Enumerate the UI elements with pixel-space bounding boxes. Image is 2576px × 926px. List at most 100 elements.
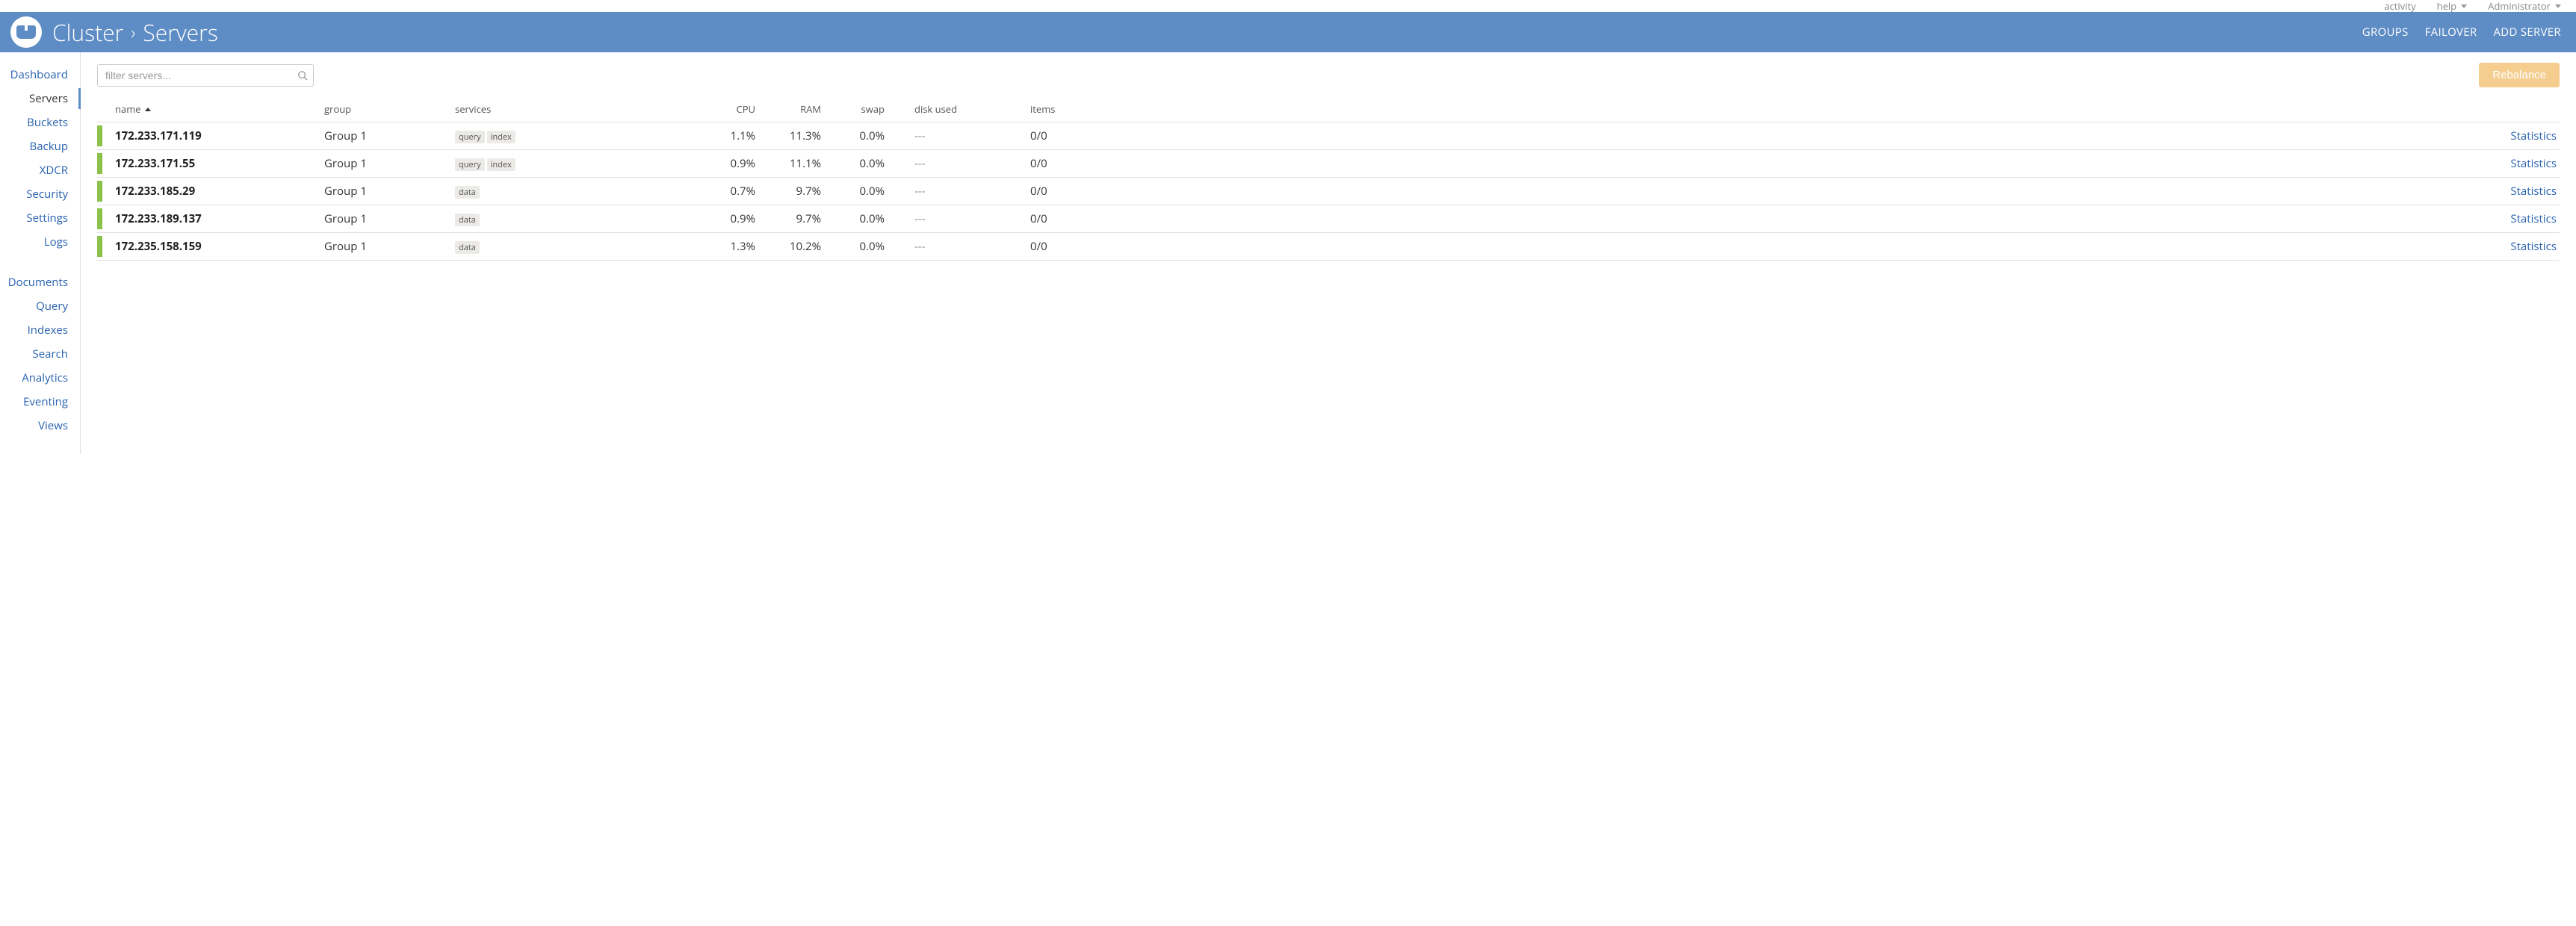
status-indicator: [97, 181, 102, 202]
cell-name: 172.233.171.119: [115, 128, 324, 143]
cell-name: 172.235.158.159: [115, 239, 324, 254]
statistics-link[interactable]: Statistics: [2510, 211, 2557, 226]
col-header-items[interactable]: items: [970, 102, 1060, 116]
activity-link[interactable]: activity: [2384, 0, 2415, 13]
cell-stats: Statistics: [1060, 184, 2560, 199]
cell-group: Group 1: [324, 156, 455, 171]
sidebar-item-indexes[interactable]: Indexes: [0, 318, 80, 342]
col-header-swap[interactable]: swap: [821, 102, 885, 116]
service-tag: data: [455, 214, 480, 226]
service-tag: query: [455, 158, 485, 171]
breadcrumb-root[interactable]: Cluster: [52, 17, 123, 48]
search-wrap: [97, 64, 314, 87]
cell-group: Group 1: [324, 184, 455, 199]
statistics-link[interactable]: Statistics: [2510, 128, 2557, 143]
cell-items: 0/0: [970, 211, 1060, 226]
table-row[interactable]: 172.233.189.137Group 1data0.9%9.7%0.0%--…: [97, 205, 2560, 233]
statistics-link[interactable]: Statistics: [2510, 184, 2557, 199]
caret-down-icon: [2461, 4, 2467, 8]
cell-stats: Statistics: [1060, 156, 2560, 171]
sidebar-group-data: DocumentsQueryIndexesSearchAnalyticsEven…: [0, 270, 80, 438]
user-menu[interactable]: Administrator: [2488, 0, 2561, 13]
col-header-group[interactable]: group: [324, 102, 455, 116]
cell-cpu: 0.7%: [694, 184, 755, 199]
service-tag: index: [487, 131, 515, 143]
content: Rebalance name group services CPU RAM sw…: [81, 52, 2576, 454]
col-header-cpu[interactable]: CPU: [694, 102, 755, 116]
sidebar-item-xdcr[interactable]: XDCR: [0, 158, 80, 182]
servers-table: name group services CPU RAM swap disk us…: [97, 98, 2560, 261]
cell-items: 0/0: [970, 184, 1060, 199]
breadcrumb-current: Servers: [143, 17, 217, 48]
col-header-name[interactable]: name: [115, 102, 324, 116]
col-header-name-label: name: [115, 102, 141, 116]
table-row[interactable]: 172.235.158.159Group 1data1.3%10.2%0.0%-…: [97, 233, 2560, 261]
table-row[interactable]: 172.233.171.55Group 1queryindex0.9%11.1%…: [97, 150, 2560, 178]
status-indicator: [97, 153, 102, 174]
service-tag: data: [455, 241, 480, 254]
top-bar: activity help Administrator: [0, 0, 2576, 12]
help-label: help: [2437, 0, 2457, 13]
toolbar: Rebalance: [97, 63, 2560, 87]
status-indicator: [97, 125, 102, 146]
caret-down-icon: [2555, 4, 2561, 8]
sidebar-item-eventing[interactable]: Eventing: [0, 390, 80, 414]
col-header-disk[interactable]: disk used: [885, 102, 970, 116]
cell-disk: ---: [885, 128, 970, 143]
sidebar-item-analytics[interactable]: Analytics: [0, 366, 80, 390]
failover-button[interactable]: FAILOVER: [2425, 25, 2477, 40]
service-tag: index: [487, 158, 515, 171]
cell-cpu: 0.9%: [694, 211, 755, 226]
cell-swap: 0.0%: [821, 239, 885, 254]
sidebar-item-backup[interactable]: Backup: [0, 134, 80, 158]
breadcrumb: Cluster › Servers: [52, 17, 218, 48]
cell-group: Group 1: [324, 211, 455, 226]
cell-stats: Statistics: [1060, 128, 2560, 143]
cell-name: 172.233.185.29: [115, 184, 324, 199]
user-label: Administrator: [2488, 0, 2551, 13]
cell-services: queryindex: [455, 129, 694, 143]
col-header-services[interactable]: services: [455, 102, 694, 116]
sidebar-item-security[interactable]: Security: [0, 182, 80, 206]
rebalance-button[interactable]: Rebalance: [2479, 63, 2560, 87]
sidebar-group-cluster: DashboardServersBucketsBackupXDCRSecurit…: [0, 63, 80, 254]
sidebar-item-query[interactable]: Query: [0, 294, 80, 318]
chevron-right-icon: ›: [131, 20, 135, 45]
cell-ram: 9.7%: [755, 184, 821, 199]
cell-swap: 0.0%: [821, 128, 885, 143]
cell-disk: ---: [885, 239, 970, 254]
cell-services: queryindex: [455, 157, 694, 171]
sidebar-item-documents[interactable]: Documents: [0, 270, 80, 294]
table-row[interactable]: 172.233.185.29Group 1data0.7%9.7%0.0%---…: [97, 178, 2560, 205]
col-header-ram[interactable]: RAM: [755, 102, 821, 116]
sidebar-item-buckets[interactable]: Buckets: [0, 111, 80, 134]
cell-swap: 0.0%: [821, 184, 885, 199]
cell-swap: 0.0%: [821, 156, 885, 171]
sidebar-item-views[interactable]: Views: [0, 414, 80, 438]
groups-button[interactable]: GROUPS: [2362, 25, 2409, 40]
cell-cpu: 0.9%: [694, 156, 755, 171]
cell-disk: ---: [885, 184, 970, 199]
header-left: Cluster › Servers: [10, 16, 218, 48]
sidebar-item-dashboard[interactable]: Dashboard: [0, 63, 80, 87]
add-server-button[interactable]: ADD SERVER: [2493, 25, 2561, 40]
logo-icon[interactable]: [10, 16, 42, 48]
status-indicator: [97, 208, 102, 229]
sidebar-item-servers[interactable]: Servers: [0, 87, 80, 111]
col-header-stats: [1060, 102, 2560, 116]
statistics-link[interactable]: Statistics: [2510, 239, 2557, 254]
cell-items: 0/0: [970, 128, 1060, 143]
table-body: 172.233.171.119Group 1queryindex1.1%11.3…: [97, 122, 2560, 261]
statistics-link[interactable]: Statistics: [2510, 156, 2557, 171]
help-menu[interactable]: help: [2437, 0, 2468, 13]
search-input[interactable]: [97, 64, 314, 87]
sidebar-item-search[interactable]: Search: [0, 342, 80, 366]
sidebar-item-logs[interactable]: Logs: [0, 230, 80, 254]
header-actions: GROUPS FAILOVER ADD SERVER: [2362, 25, 2561, 40]
sidebar-item-settings[interactable]: Settings: [0, 206, 80, 230]
table-row[interactable]: 172.233.171.119Group 1queryindex1.1%11.3…: [97, 122, 2560, 150]
cell-disk: ---: [885, 211, 970, 226]
service-tag: query: [455, 131, 485, 143]
cell-group: Group 1: [324, 128, 455, 143]
cell-name: 172.233.171.55: [115, 156, 324, 171]
